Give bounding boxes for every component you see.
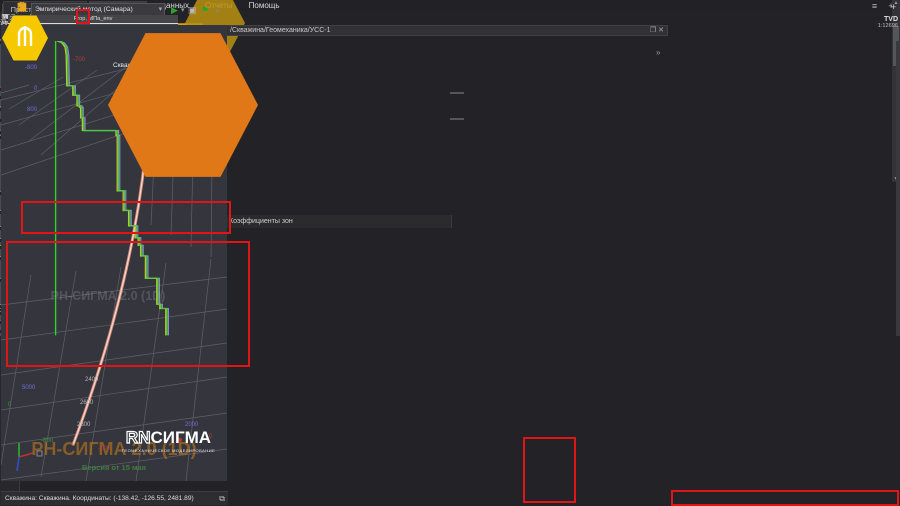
axis-tick-label-3d: -800: [41, 438, 54, 444]
ribbon-overflow-icon[interactable]: »: [656, 48, 661, 57]
brand-sigma: СИГМА: [150, 428, 212, 447]
copy-coordinates-icon[interactable]: ⧉: [219, 494, 225, 503]
chevron-down-icon: ▾: [158, 5, 162, 13]
axis-tick-label-3d: 0: [209, 434, 213, 440]
axis-tick-label-3d: 0: [34, 86, 38, 92]
brand-subtitle: ГЕОМЕХАНИЧЕСКОЕ МОДЕЛИРОВАНИЕ: [121, 448, 216, 453]
depth-label-3d: 2400: [85, 377, 99, 383]
brand-text: RNСИГМА ГЕОМЕХАНИЧЕСКОЕ МОДЕЛИРОВАНИЕ: [116, 427, 221, 453]
axis-tick-label-3d: 0: [8, 402, 12, 408]
view3d-status-bar: Скважина: Скважина. Координаты: (-138.42…: [1, 491, 228, 505]
axis-triad-icon: [16, 443, 43, 472]
method-select[interactable]: Эмпирический метод (Самара) ▾: [31, 2, 165, 16]
brand-rn: RN: [125, 427, 151, 447]
breadcrumb-path: /Скважина/Геомеханика/УСС-1: [230, 27, 331, 34]
axis-tick-label-3d: 2000: [185, 422, 199, 428]
axis-tick-label-3d: -800: [25, 65, 38, 71]
list-icon[interactable]: ≡: [871, 1, 878, 11]
depth-label-3d: 2800: [77, 422, 91, 428]
well-label: Скважина: [113, 62, 143, 69]
collapse-grip-icon[interactable]: «: [215, 5, 221, 15]
depth-label-3d: 2600: [80, 400, 94, 406]
axis-tick-label-3d: 5000: [22, 385, 36, 391]
annotation-box: [523, 437, 576, 503]
method-value: Эмпирический метод (Самара): [35, 5, 133, 13]
splitter-grip[interactable]: [450, 118, 464, 120]
marker-dot: [178, 438, 182, 442]
zone-coefficients-header: Коэффициенты зон: [225, 215, 452, 228]
axis-tick-label-3d: -700: [73, 57, 86, 63]
save-method-button[interactable]: ▣: [188, 5, 197, 15]
float-panel-icon[interactable]: ❐: [649, 27, 657, 34]
run-all-button[interactable]: ⚑: [201, 5, 210, 15]
splitter-grip[interactable]: [450, 92, 464, 94]
coordinates-status: Скважина: Скважина. Координаты: (-138.42…: [5, 495, 194, 502]
close-panel-icon[interactable]: ✕: [658, 27, 664, 34]
annotation-box: [671, 490, 899, 506]
run-button[interactable]: ▶: [171, 5, 178, 15]
watermark-version: Версия от 15 мая: [82, 463, 146, 472]
run-dropdown-icon[interactable]: ▾: [181, 7, 185, 14]
axis-tick-label-3d: -100: [98, 446, 111, 452]
axis-tick-label-3d: 800: [27, 107, 38, 113]
breadcrumb: /Скважина/Геомеханика/УСС-1 ❐ ✕: [225, 25, 668, 36]
menu-item[interactable]: Помощь: [248, 1, 280, 10]
add-icon[interactable]: +: [888, 1, 894, 11]
watermark: РН-СИГМА 2.0 (1D): [31, 439, 197, 459]
